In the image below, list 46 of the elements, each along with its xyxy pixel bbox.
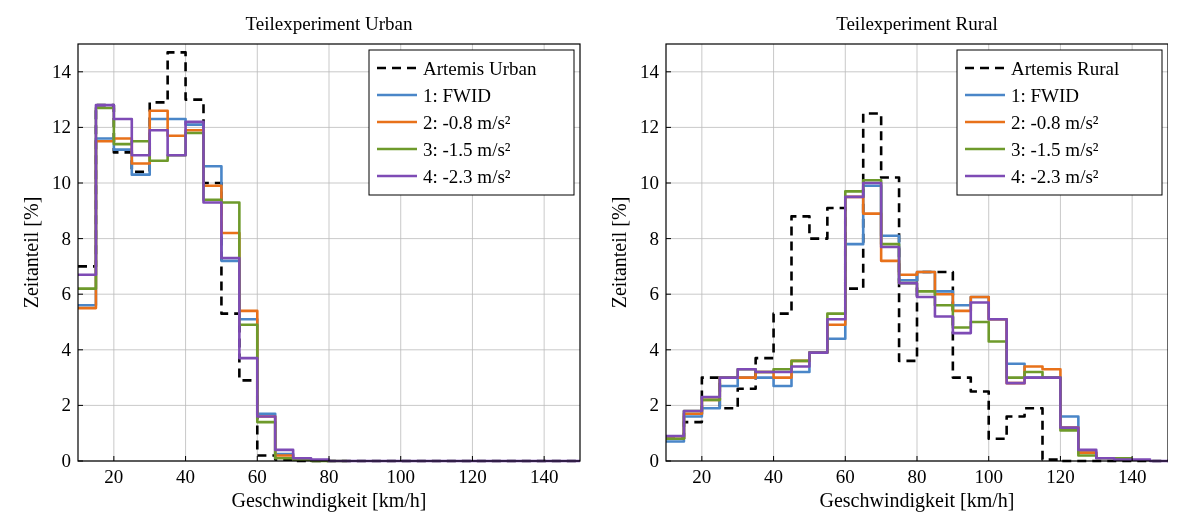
x-tick-label: 40 [176, 466, 196, 487]
y-tick-label: 2 [61, 394, 71, 416]
legend-label: Artemis Rural [1011, 58, 1120, 79]
legend-label: 3: -1.5 m/s² [423, 139, 511, 160]
legend-label: 4: -2.3 m/s² [1011, 166, 1099, 187]
y-axis-title: Zeitanteil [%] [20, 196, 42, 309]
y-tick-label: 2 [649, 394, 659, 416]
x-tick-label: 120 [1046, 466, 1075, 487]
chart-title: Teilexperiment Rural [836, 13, 998, 34]
y-tick-label: 10 [52, 172, 71, 193]
y-tick-label: 6 [61, 283, 71, 305]
legend-label: 1: FWID [423, 85, 492, 106]
legend-label: 2: -0.8 m/s² [1011, 112, 1099, 133]
legend-label: 3: -1.5 m/s² [1011, 139, 1099, 160]
y-tick-label: 4 [61, 338, 72, 360]
x-axis-title: Geschwindigkeit [km/h] [231, 489, 427, 512]
y-axis-title: Zeitanteil [%] [608, 196, 630, 309]
y-tick-label: 4 [649, 338, 660, 360]
x-tick-label: 20 [692, 466, 712, 487]
y-tick-label: 6 [649, 283, 659, 305]
x-tick-label: 120 [458, 466, 487, 487]
x-tick-label: 40 [764, 466, 784, 487]
x-tick-label: 80 [907, 466, 927, 487]
y-tick-label: 8 [61, 227, 71, 249]
y-tick-label: 10 [640, 172, 659, 193]
x-tick-label: 80 [319, 466, 339, 487]
chart-title: Teilexperiment Urban [245, 13, 413, 34]
y-tick-label: 14 [640, 60, 660, 82]
y-tick-label: 12 [640, 116, 659, 138]
x-tick-label: 140 [529, 466, 559, 487]
x-tick-label: 100 [974, 466, 1003, 487]
legend-label: 4: -2.3 m/s² [423, 166, 511, 187]
y-tick-label: 14 [52, 60, 72, 82]
x-tick-label: 60 [247, 466, 267, 487]
y-tick-label: 12 [52, 116, 71, 138]
x-axis-title: Geschwindigkeit [km/h] [819, 489, 1015, 512]
x-tick-label: 140 [1117, 466, 1147, 487]
x-tick-label: 100 [386, 466, 415, 487]
legend-label: 2: -0.8 m/s² [423, 112, 511, 133]
y-tick-label: 0 [649, 450, 659, 471]
y-tick-label: 0 [61, 450, 71, 471]
x-tick-label: 60 [835, 466, 855, 487]
legend-label: 1: FWID [1011, 85, 1080, 106]
legend-label: Artemis Urban [423, 58, 537, 79]
x-tick-label: 20 [104, 466, 124, 487]
y-tick-label: 8 [649, 227, 659, 249]
